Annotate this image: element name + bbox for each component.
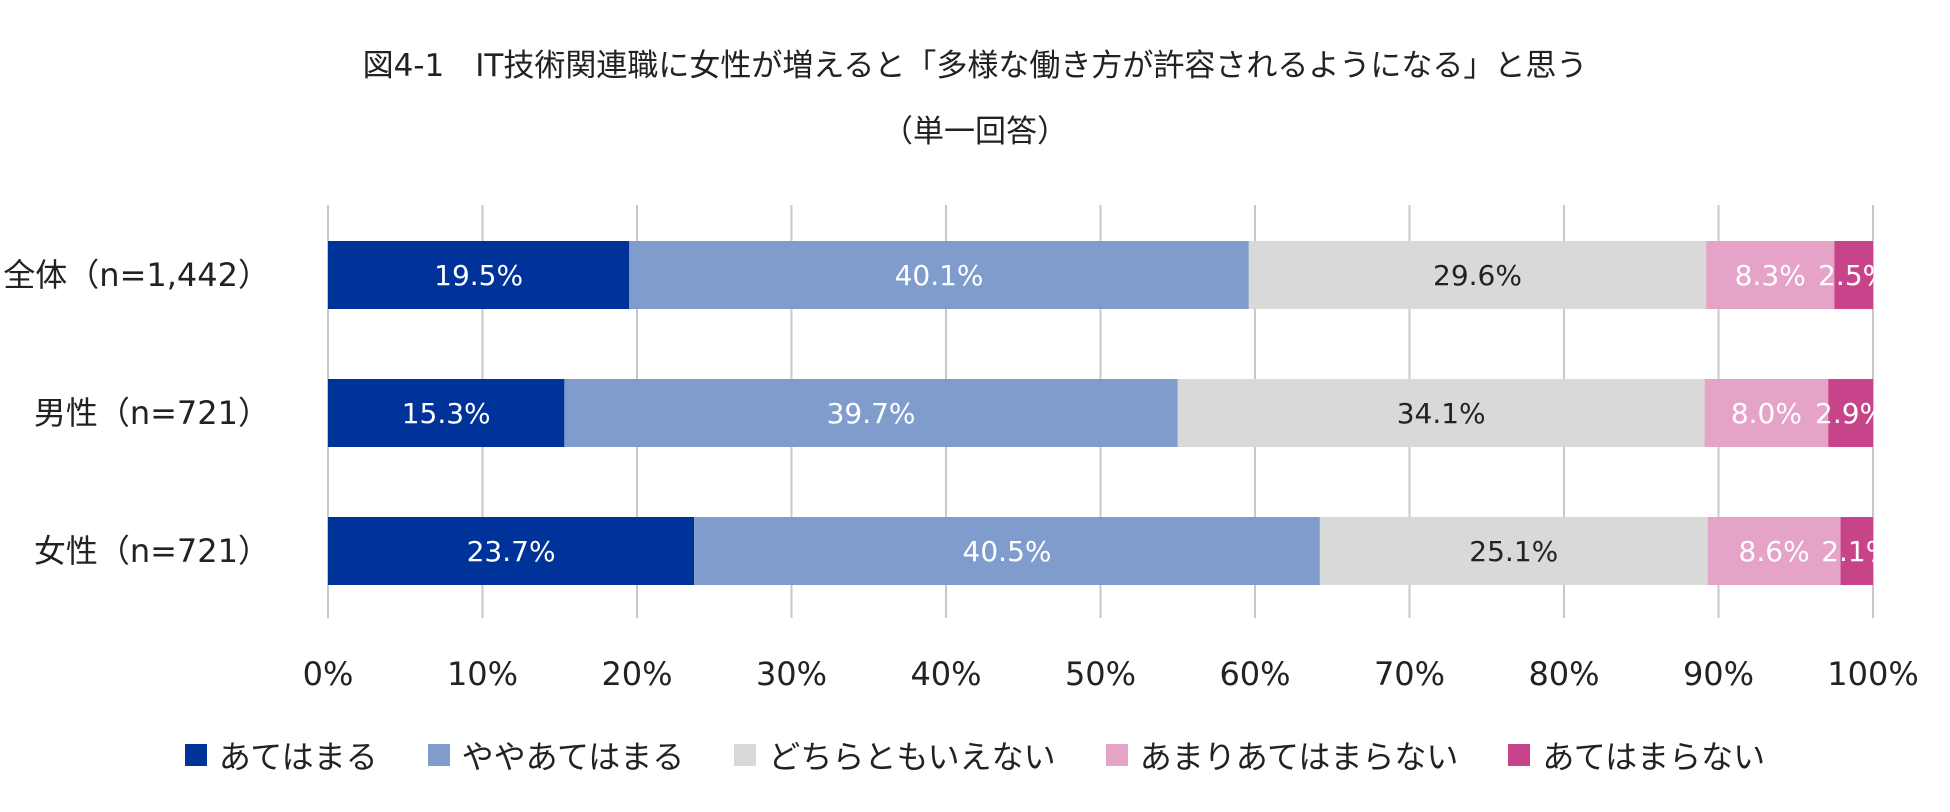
x-tick-label: 80% — [1528, 655, 1599, 693]
bar-segment — [1319, 517, 1708, 585]
bar-segment — [1177, 379, 1705, 447]
legend-item: どちらともいえない — [734, 732, 1056, 778]
bar-segment — [1828, 379, 1873, 447]
data-label: 34.1% — [1397, 397, 1486, 430]
x-tick-label: 10% — [447, 655, 518, 693]
category-label: 女性（n=721） — [34, 532, 270, 570]
data-label: 2.1% — [1821, 535, 1892, 568]
data-label: 40.1% — [895, 259, 984, 292]
category-label: 男性（n=721） — [34, 394, 270, 432]
x-tick-label: 50% — [1065, 655, 1136, 693]
x-tick-label: 60% — [1219, 655, 1290, 693]
bar-segment — [1707, 517, 1841, 585]
legend-label: どちらともいえない — [768, 738, 1056, 776]
legend-label: あてはまる — [218, 738, 378, 776]
bar-segment — [1834, 241, 1873, 309]
legend-swatch — [734, 744, 757, 766]
data-label: 39.7% — [827, 397, 916, 430]
bar-segment — [328, 379, 565, 447]
data-label: 2.5% — [1818, 259, 1889, 292]
legend-item: あてはまらない — [1508, 732, 1765, 778]
x-tick-label: 40% — [910, 655, 981, 693]
legend-swatch — [1105, 744, 1128, 766]
x-tick-label: 30% — [756, 655, 827, 693]
bar-segment — [328, 517, 695, 585]
data-label: 8.3% — [1735, 259, 1806, 292]
legend-item: ややあてはまる — [427, 732, 685, 778]
bar-segment — [694, 517, 1320, 585]
x-tick-label: 20% — [601, 655, 672, 693]
legend-label: あてはまらない — [1542, 738, 1766, 776]
legend-swatch — [427, 744, 450, 766]
legend-item: あてはまる — [184, 732, 378, 778]
chart-legend: あてはまる ややあてはまる どちらともいえない あまりあてはまらない あてはまらない — [0, 732, 1950, 778]
chart-title: 図4-1 IT技術関連職に女性が増えると「多様な働き方が許容されるようになる」と… — [362, 48, 1588, 84]
data-label: 8.0% — [1731, 397, 1802, 430]
data-label: 40.5% — [963, 535, 1052, 568]
legend-swatch — [184, 744, 207, 766]
bar-segment — [1840, 517, 1873, 585]
data-label: 8.6% — [1739, 535, 1810, 568]
chart-subtitle: （単一回答） — [882, 114, 1068, 150]
data-label: 2.9% — [1815, 397, 1886, 430]
bar-segment — [328, 241, 630, 309]
legend-label: あまりあてはまらない — [1139, 738, 1459, 776]
bar-segment — [564, 379, 1178, 447]
data-label: 29.6% — [1433, 259, 1522, 292]
legend-item: あまりあてはまらない — [1105, 732, 1459, 778]
bar-segment — [1706, 241, 1835, 309]
data-label: 15.3% — [402, 397, 491, 430]
legend-swatch — [1508, 744, 1531, 766]
x-tick-label: 0% — [303, 655, 354, 693]
data-label: 19.5% — [434, 259, 523, 292]
category-label: 全体（n=1,442） — [3, 256, 270, 294]
x-tick-label: 90% — [1683, 655, 1754, 693]
legend-label: ややあてはまる — [461, 738, 685, 776]
bar-segment — [1704, 379, 1829, 447]
bar-segment — [1248, 241, 1707, 309]
x-tick-label: 70% — [1374, 655, 1445, 693]
x-tick-label: 100% — [1827, 655, 1918, 693]
data-label: 25.1% — [1469, 535, 1558, 568]
data-label: 23.7% — [467, 535, 556, 568]
bar-segment — [629, 241, 1249, 309]
